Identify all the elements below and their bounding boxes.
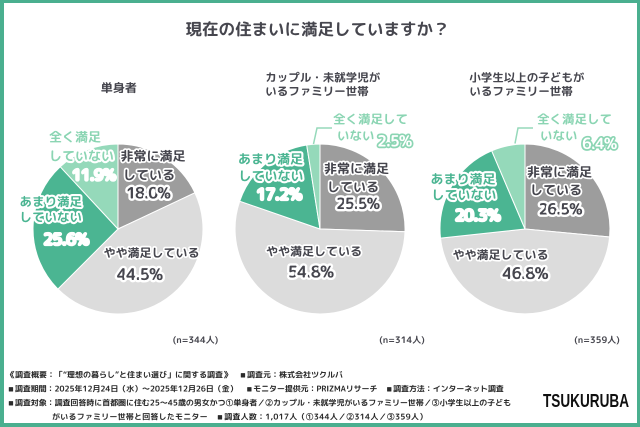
svg-text:TSUKURUBA: TSUKURUBA <box>543 391 629 411</box>
